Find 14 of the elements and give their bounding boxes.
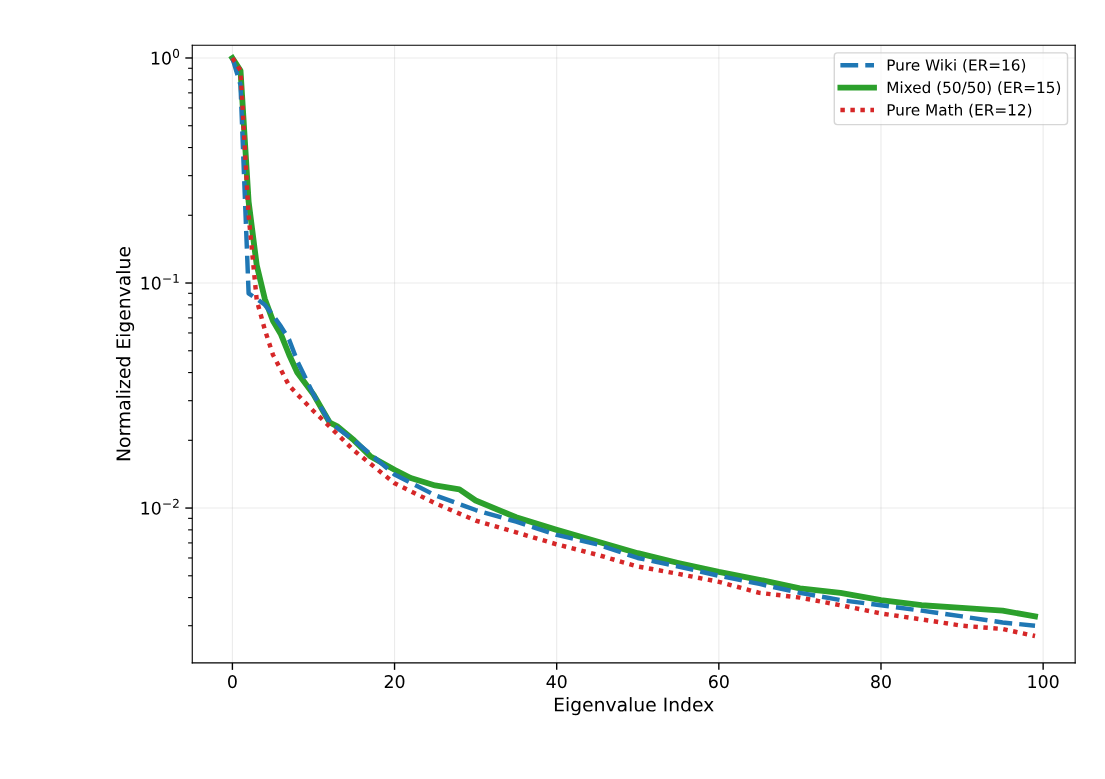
legend-label: Pure Wiki (ER=16) [887,58,1026,73]
x-axis-title: Eigenvalue Index [554,697,714,716]
y-tick-label: 10$^{−1}$ [141,273,179,290]
y-tick-label: 10$^{0}$ [151,48,180,65]
legend-label: Mixed (50/50) (ER=15) [887,81,1061,95]
x-tick-label: 20 [384,675,405,689]
x-tick-label: 80 [871,675,891,689]
x-tick-label: 100 [1028,675,1059,689]
x-tick-label: 40 [546,675,567,689]
y-tick-label: 10$^{−2}$ [141,498,179,515]
legend-label: Pure Math (ER=12) [887,103,1032,118]
x-tick-label: 60 [709,675,729,689]
y-axis-title: Normalized Eigenvalue [115,247,135,461]
x-tick-label: 0 [228,675,237,689]
